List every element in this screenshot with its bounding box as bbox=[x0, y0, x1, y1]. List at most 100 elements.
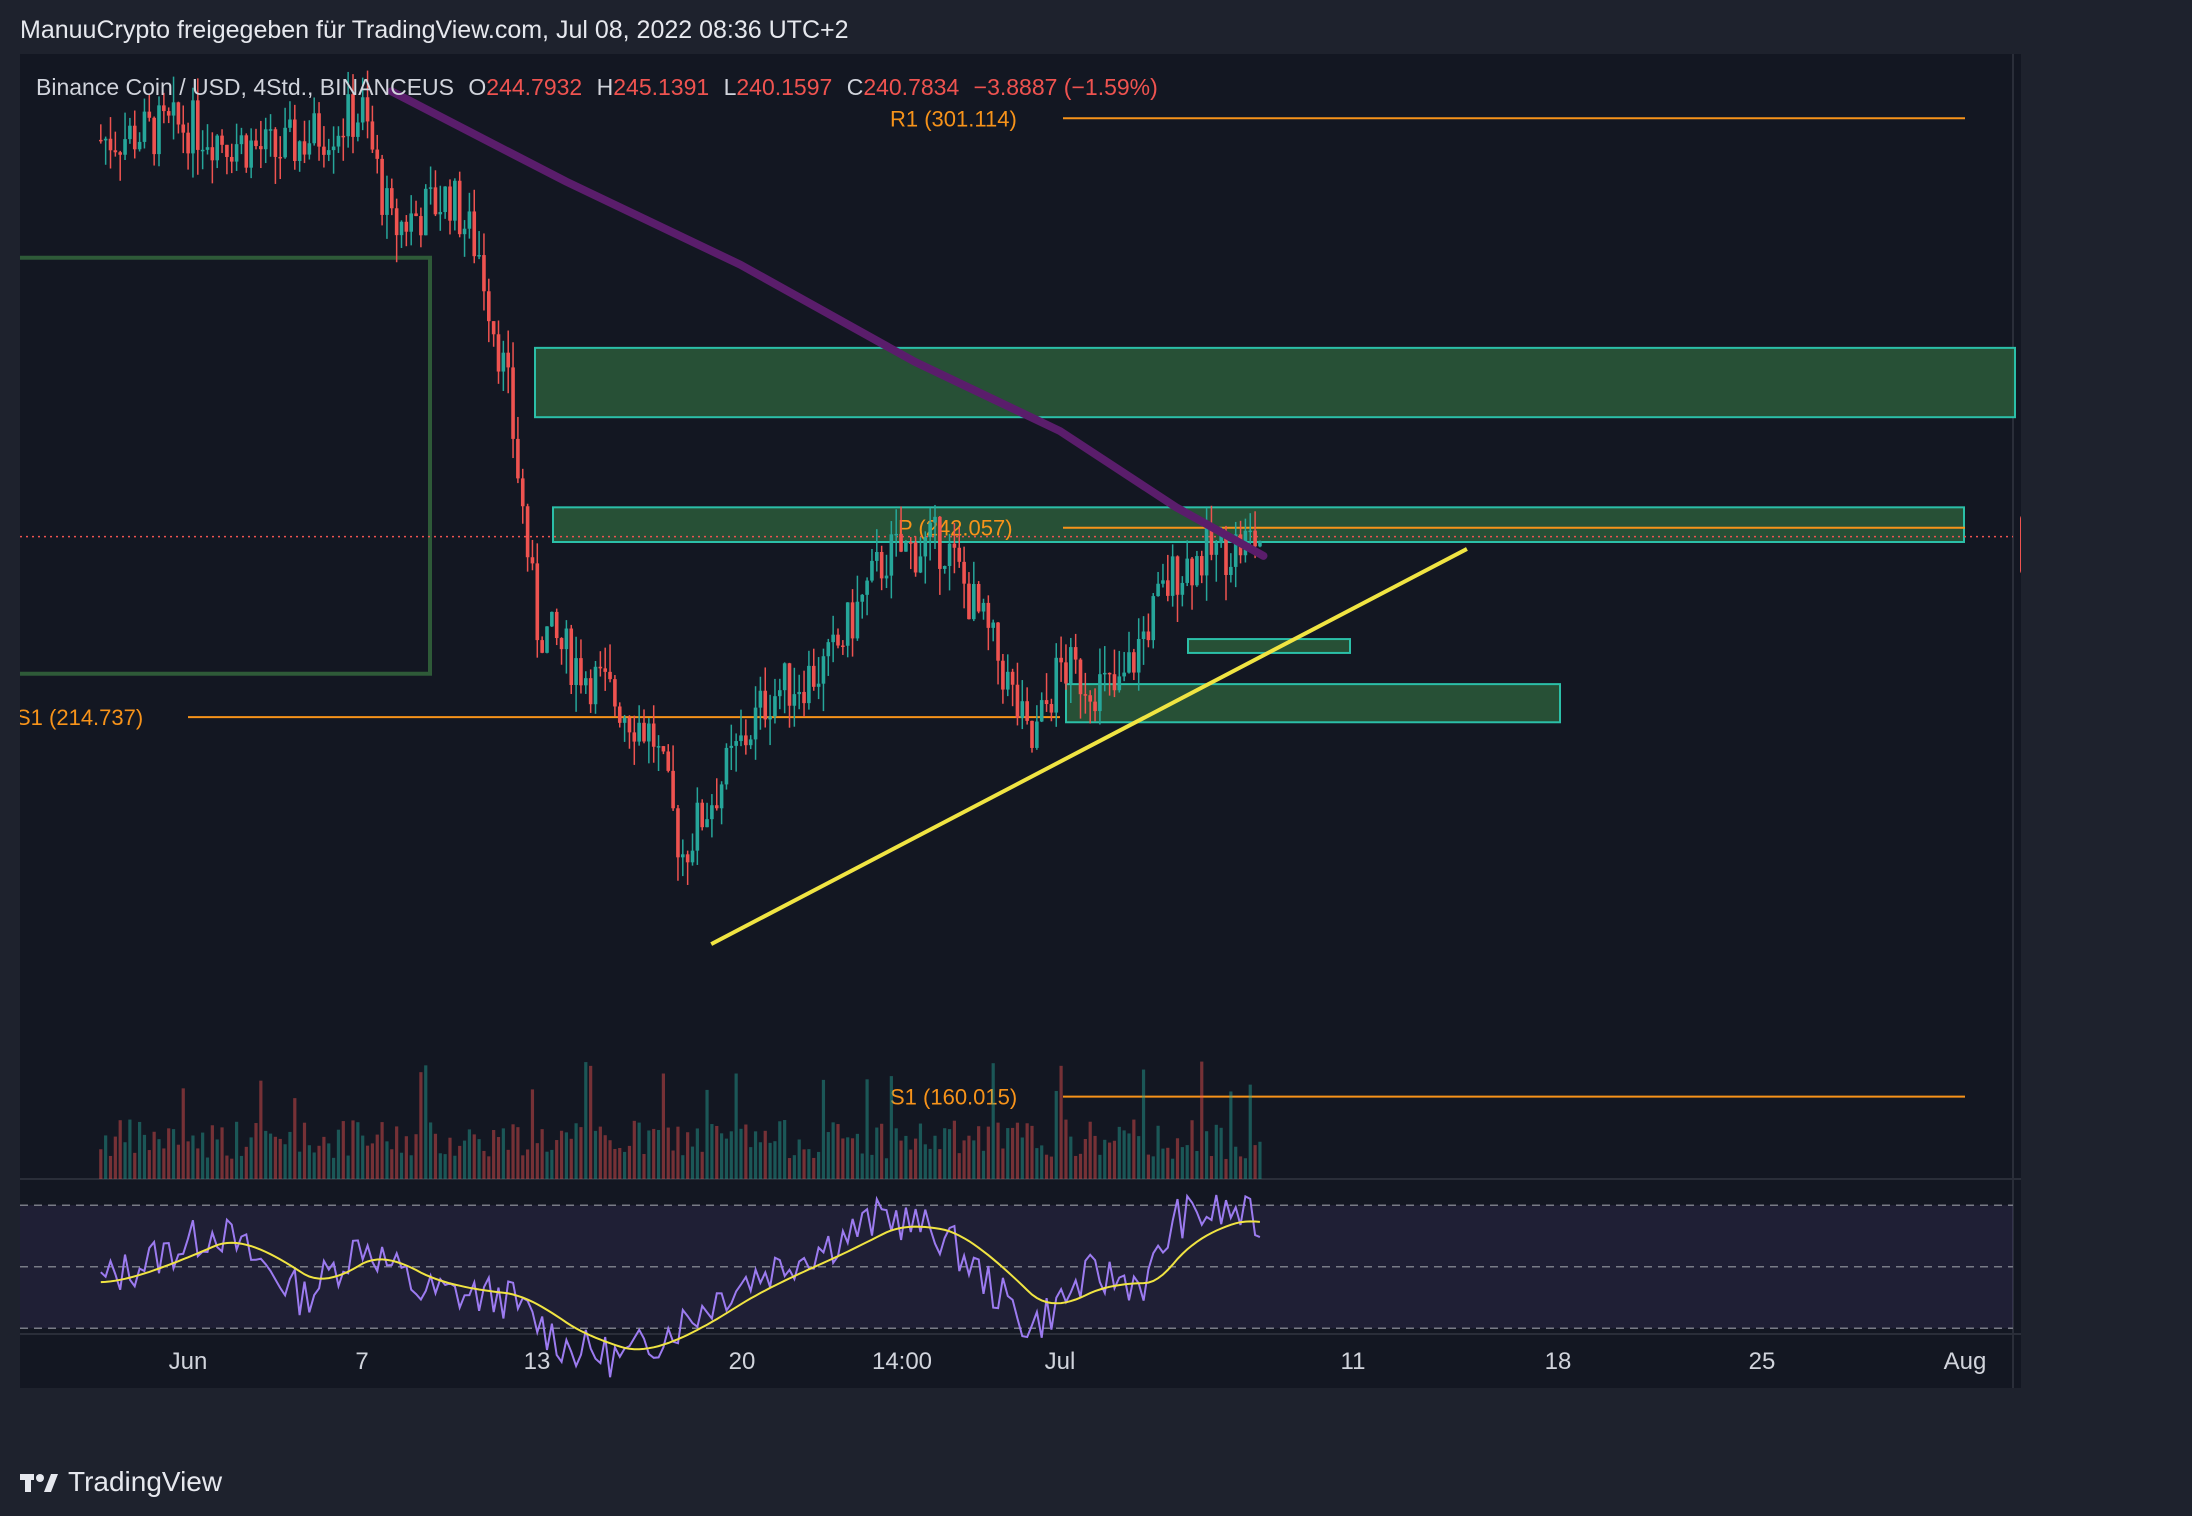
volume-bar bbox=[225, 1155, 229, 1179]
change-value: −3.8887 (−1.59%) bbox=[973, 74, 1158, 100]
volume-bar bbox=[365, 1145, 370, 1179]
candle-body bbox=[511, 367, 515, 439]
volume-bar bbox=[322, 1136, 326, 1179]
volume-bar bbox=[700, 1151, 704, 1179]
candle-body bbox=[249, 140, 253, 168]
volume-bar bbox=[690, 1146, 695, 1179]
candle-body bbox=[259, 146, 263, 150]
chart-area[interactable]: R1 (301.114) P (242.057) S1 (214.737) S1 (1… bbox=[20, 54, 2021, 1388]
candle-body bbox=[1015, 684, 1020, 718]
volume-bar bbox=[1059, 1065, 1063, 1179]
chart-canvas[interactable]: R1 (301.114)P (242.057)S1 (214.737)S1 (1… bbox=[20, 54, 2021, 1388]
volume-bar bbox=[1205, 1131, 1209, 1179]
candle-body bbox=[1253, 530, 1257, 547]
volume-bar bbox=[128, 1119, 132, 1179]
volume-bar bbox=[171, 1129, 176, 1179]
volume-bar bbox=[831, 1122, 835, 1179]
volume-bar bbox=[1098, 1154, 1102, 1179]
supply-demand-zone-4 bbox=[1065, 683, 1561, 724]
candle-body bbox=[836, 634, 840, 646]
volume-bar bbox=[661, 1073, 665, 1179]
volume-bar bbox=[632, 1120, 636, 1179]
candle-body bbox=[215, 135, 219, 161]
candle-body bbox=[933, 516, 937, 523]
volume-bar bbox=[278, 1138, 282, 1179]
high-value: 245.1391 bbox=[613, 74, 710, 100]
candle-body bbox=[996, 622, 1000, 661]
volume-bar bbox=[492, 1130, 496, 1179]
volume-bar bbox=[991, 1063, 995, 1179]
time-tick-label: Jul bbox=[1045, 1348, 1076, 1375]
volume-bar bbox=[710, 1124, 714, 1179]
low-value: 240.1597 bbox=[736, 74, 833, 100]
volume-bar bbox=[1185, 1145, 1189, 1179]
candle-body bbox=[811, 665, 816, 687]
candle-body bbox=[904, 542, 908, 552]
candle-body bbox=[724, 747, 729, 785]
candle-body bbox=[414, 213, 418, 217]
volume-bar bbox=[875, 1127, 879, 1179]
volume-bar bbox=[438, 1153, 442, 1179]
volume-bar bbox=[312, 1152, 316, 1179]
volume-bar bbox=[938, 1149, 942, 1179]
candle-body bbox=[962, 561, 966, 584]
volume-bar bbox=[273, 1136, 277, 1179]
candle-body bbox=[1001, 660, 1005, 690]
volume-bar bbox=[370, 1143, 374, 1179]
volume-bar bbox=[201, 1132, 205, 1179]
volume-bar bbox=[1200, 1061, 1204, 1179]
volume-bar bbox=[409, 1155, 413, 1179]
volume-bar bbox=[574, 1123, 578, 1179]
volume-bar bbox=[1175, 1138, 1180, 1179]
volume-bar bbox=[220, 1127, 224, 1179]
volume-bar bbox=[1083, 1139, 1087, 1179]
volume-bar bbox=[986, 1126, 990, 1179]
candle-body bbox=[981, 602, 986, 612]
candle-body bbox=[991, 622, 995, 628]
ascending-trendline bbox=[710, 547, 1468, 946]
candle-body bbox=[821, 656, 826, 684]
volume-bar bbox=[909, 1149, 913, 1179]
candle-body bbox=[714, 805, 719, 809]
candle-body bbox=[472, 211, 477, 257]
candle-body bbox=[748, 739, 753, 746]
candle-body bbox=[244, 135, 249, 168]
candle-body bbox=[1199, 556, 1204, 576]
volume-bar bbox=[332, 1157, 336, 1179]
candle-body bbox=[1166, 580, 1170, 596]
volume-bar bbox=[1141, 1069, 1146, 1179]
candle-body bbox=[676, 808, 680, 858]
volume-bar bbox=[1224, 1158, 1228, 1179]
pivot-r1-label: R1 (301.114) bbox=[890, 106, 1017, 131]
volume-bar bbox=[943, 1128, 947, 1179]
candle-body bbox=[865, 580, 869, 595]
volume-bar bbox=[1161, 1148, 1165, 1179]
volume-bar bbox=[613, 1148, 617, 1179]
volume-bar bbox=[778, 1121, 782, 1179]
volume-bar bbox=[598, 1126, 602, 1179]
volume-bar bbox=[521, 1155, 525, 1179]
candle-body bbox=[1136, 639, 1141, 673]
candle-body bbox=[913, 542, 918, 573]
candle-body bbox=[942, 566, 947, 569]
candle-body bbox=[884, 575, 889, 579]
candle-body bbox=[200, 149, 205, 152]
candle-body bbox=[792, 694, 797, 706]
volume-bar bbox=[739, 1128, 743, 1179]
volume-bar bbox=[361, 1135, 365, 1179]
pivot-s1-label: S1 (214.737) bbox=[20, 705, 143, 730]
candle-body bbox=[952, 543, 957, 548]
volume-bar bbox=[870, 1154, 874, 1179]
volume-bar bbox=[715, 1125, 719, 1179]
volume-bar bbox=[458, 1145, 462, 1179]
volume-bar bbox=[1258, 1141, 1262, 1179]
volume-bar bbox=[904, 1135, 908, 1179]
volume-bar bbox=[952, 1120, 956, 1179]
volume-bar bbox=[623, 1151, 627, 1179]
candle-body bbox=[700, 802, 704, 828]
volume-bar bbox=[812, 1157, 816, 1179]
candle-body bbox=[787, 663, 792, 706]
candle-body bbox=[162, 105, 166, 112]
candle-body bbox=[938, 516, 942, 569]
candle-body bbox=[404, 221, 409, 232]
